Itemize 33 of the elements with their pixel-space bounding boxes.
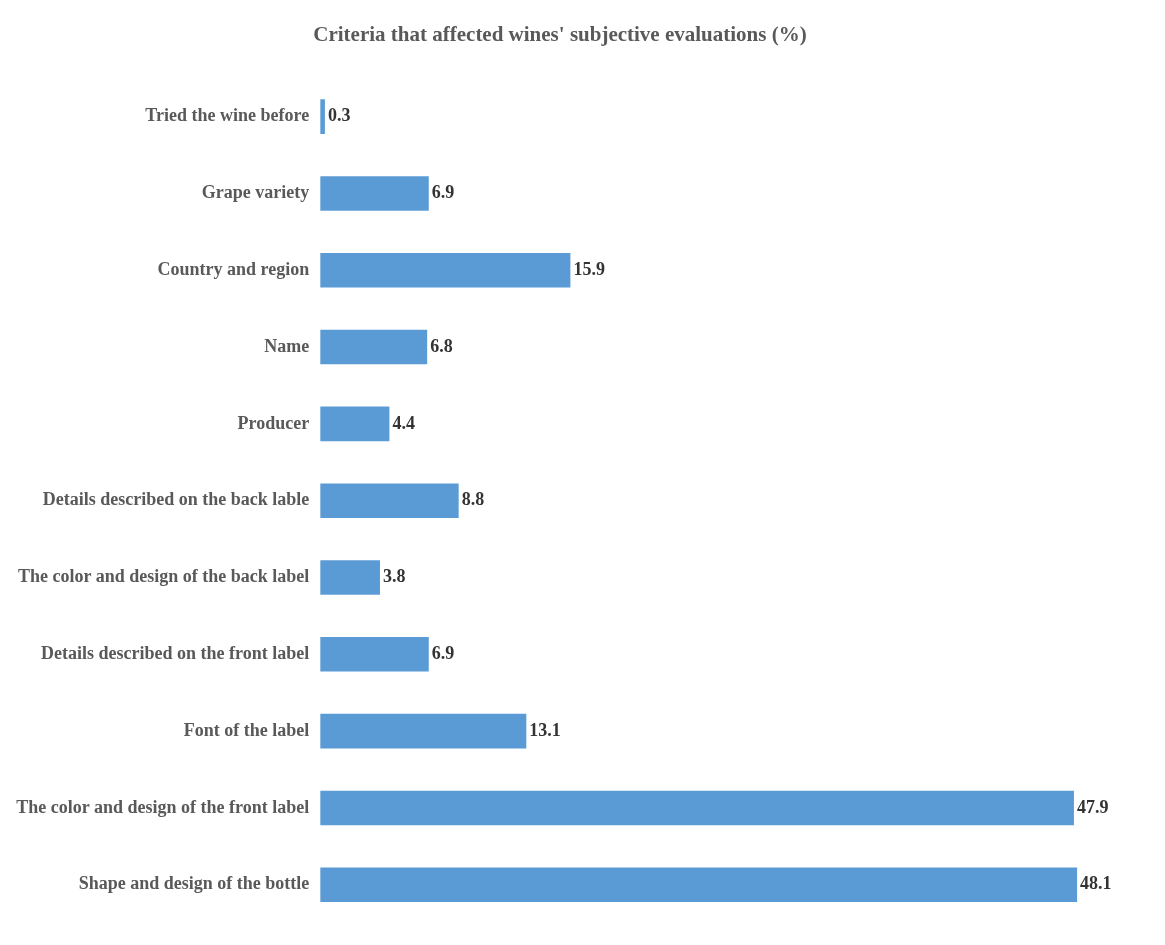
data-label: 13.1 bbox=[529, 719, 561, 740]
data-label: 4.4 bbox=[392, 412, 415, 433]
data-label: 8.8 bbox=[461, 489, 485, 510]
bar bbox=[320, 406, 390, 442]
y-tick-label: Details described on the back lable bbox=[42, 489, 310, 510]
data-label: 6.9 bbox=[431, 182, 455, 203]
data-label: 6.9 bbox=[431, 642, 455, 663]
y-tick-label: Grape variety bbox=[201, 182, 310, 203]
y-tick-label: Shape and design of the bottle bbox=[78, 873, 310, 894]
bar bbox=[320, 867, 1078, 903]
data-label: 6.8 bbox=[430, 335, 453, 356]
bar bbox=[320, 713, 527, 749]
y-tick-label: Producer bbox=[237, 412, 310, 433]
bar bbox=[320, 637, 429, 672]
chart-title: Criteria that affected wines' subjective evaluations (%) bbox=[313, 22, 807, 47]
bar bbox=[320, 483, 459, 518]
data-label: 47.9 bbox=[1076, 796, 1109, 817]
bar bbox=[320, 560, 380, 595]
y-tick-label: Tried the wine before bbox=[145, 105, 310, 126]
y-tick-label: The color and design of the back label bbox=[17, 566, 310, 587]
data-label: 0.3 bbox=[327, 105, 351, 126]
y-tick-label: Country and region bbox=[157, 258, 310, 279]
data-label: 3.8 bbox=[382, 566, 406, 587]
data-label: 15.9 bbox=[573, 258, 605, 279]
bar bbox=[320, 176, 429, 211]
y-tick-label: The color and design of the front label bbox=[16, 796, 310, 817]
y-tick-label: Details described on the front label bbox=[41, 642, 310, 663]
data-label: 48.1 bbox=[1080, 873, 1112, 894]
bar bbox=[320, 329, 428, 365]
y-tick-label: Font of the label bbox=[183, 719, 310, 740]
bar bbox=[320, 790, 1074, 826]
y-tick-label: Name bbox=[264, 335, 310, 356]
bar bbox=[320, 252, 571, 288]
